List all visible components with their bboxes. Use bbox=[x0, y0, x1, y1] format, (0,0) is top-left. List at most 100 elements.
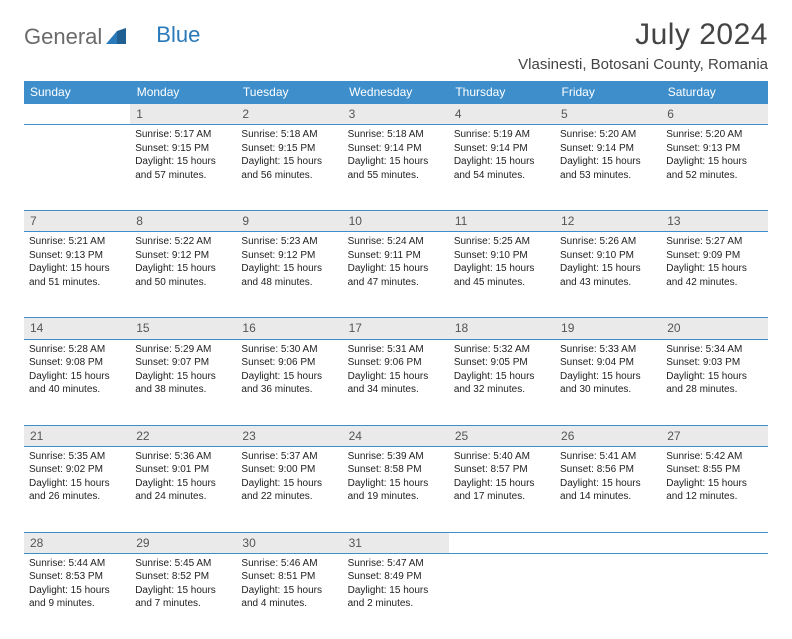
day-cell: Sunrise: 5:42 AMSunset: 8:55 PMDaylight:… bbox=[661, 446, 767, 532]
day-cell: Sunrise: 5:17 AMSunset: 9:15 PMDaylight:… bbox=[130, 125, 236, 211]
day-number: 22 bbox=[130, 425, 236, 446]
location-text: Vlasinesti, Botosani County, Romania bbox=[518, 56, 768, 73]
day-sunset: Sunset: 9:11 PM bbox=[348, 249, 444, 263]
day-day2: and 55 minutes. bbox=[348, 169, 444, 183]
day-sunrise: Sunrise: 5:33 AM bbox=[560, 343, 656, 357]
day-day1: Daylight: 15 hours bbox=[560, 155, 656, 169]
day-sunset: Sunset: 8:55 PM bbox=[666, 463, 762, 477]
day-sunrise: Sunrise: 5:47 AM bbox=[348, 557, 444, 571]
day-cell: Sunrise: 5:33 AMSunset: 9:04 PMDaylight:… bbox=[555, 339, 661, 425]
day-cell bbox=[24, 125, 130, 211]
day-sunrise: Sunrise: 5:18 AM bbox=[241, 128, 337, 142]
day-day1: Daylight: 15 hours bbox=[454, 155, 550, 169]
day-day2: and 53 minutes. bbox=[560, 169, 656, 183]
day-day2: and 28 minutes. bbox=[666, 383, 762, 397]
day-cell: Sunrise: 5:19 AMSunset: 9:14 PMDaylight:… bbox=[449, 125, 555, 211]
day-cell: Sunrise: 5:28 AMSunset: 9:08 PMDaylight:… bbox=[24, 339, 130, 425]
day-cell: Sunrise: 5:25 AMSunset: 9:10 PMDaylight:… bbox=[449, 232, 555, 318]
day-sunset: Sunset: 9:10 PM bbox=[454, 249, 550, 263]
day-day2: and 40 minutes. bbox=[29, 383, 125, 397]
day-sunrise: Sunrise: 5:45 AM bbox=[135, 557, 231, 571]
day-sunset: Sunset: 9:15 PM bbox=[241, 142, 337, 156]
day-day1: Daylight: 15 hours bbox=[241, 370, 337, 384]
day-sunset: Sunset: 8:56 PM bbox=[560, 463, 656, 477]
day-number: 21 bbox=[24, 425, 130, 446]
day-day1: Daylight: 15 hours bbox=[29, 370, 125, 384]
day-sunset: Sunset: 8:52 PM bbox=[135, 570, 231, 584]
day-cell: Sunrise: 5:37 AMSunset: 9:00 PMDaylight:… bbox=[236, 446, 342, 532]
day-number: 8 bbox=[130, 211, 236, 232]
day-day1: Daylight: 15 hours bbox=[348, 370, 444, 384]
day-day1: Daylight: 15 hours bbox=[29, 477, 125, 491]
weekday-header: Tuesday bbox=[236, 81, 342, 104]
day-day2: and 42 minutes. bbox=[666, 276, 762, 290]
day-cell bbox=[555, 553, 661, 639]
day-number: 30 bbox=[236, 532, 342, 553]
day-number: 1 bbox=[130, 104, 236, 125]
day-day1: Daylight: 15 hours bbox=[241, 155, 337, 169]
day-sunset: Sunset: 9:05 PM bbox=[454, 356, 550, 370]
day-sunset: Sunset: 9:12 PM bbox=[135, 249, 231, 263]
day-number: 26 bbox=[555, 425, 661, 446]
day-day2: and 12 minutes. bbox=[666, 490, 762, 504]
day-content-row: Sunrise: 5:21 AMSunset: 9:13 PMDaylight:… bbox=[24, 232, 768, 318]
day-sunset: Sunset: 8:58 PM bbox=[348, 463, 444, 477]
day-day1: Daylight: 15 hours bbox=[135, 584, 231, 598]
day-cell: Sunrise: 5:34 AMSunset: 9:03 PMDaylight:… bbox=[661, 339, 767, 425]
day-day2: and 30 minutes. bbox=[560, 383, 656, 397]
day-day2: and 17 minutes. bbox=[454, 490, 550, 504]
day-cell: Sunrise: 5:24 AMSunset: 9:11 PMDaylight:… bbox=[343, 232, 449, 318]
day-sunrise: Sunrise: 5:20 AM bbox=[560, 128, 656, 142]
day-day1: Daylight: 15 hours bbox=[560, 370, 656, 384]
day-day2: and 56 minutes. bbox=[241, 169, 337, 183]
day-number: 14 bbox=[24, 318, 130, 339]
day-number: 17 bbox=[343, 318, 449, 339]
day-day2: and 2 minutes. bbox=[348, 597, 444, 611]
logo-text-general: General bbox=[24, 24, 102, 50]
day-sunset: Sunset: 9:13 PM bbox=[29, 249, 125, 263]
day-sunset: Sunset: 9:02 PM bbox=[29, 463, 125, 477]
day-number: 10 bbox=[343, 211, 449, 232]
day-cell: Sunrise: 5:20 AMSunset: 9:13 PMDaylight:… bbox=[661, 125, 767, 211]
day-cell: Sunrise: 5:29 AMSunset: 9:07 PMDaylight:… bbox=[130, 339, 236, 425]
day-sunrise: Sunrise: 5:18 AM bbox=[348, 128, 444, 142]
day-day1: Daylight: 15 hours bbox=[348, 584, 444, 598]
day-sunrise: Sunrise: 5:25 AM bbox=[454, 235, 550, 249]
day-content-row: Sunrise: 5:17 AMSunset: 9:15 PMDaylight:… bbox=[24, 125, 768, 211]
day-day1: Daylight: 15 hours bbox=[135, 155, 231, 169]
day-sunset: Sunset: 9:00 PM bbox=[241, 463, 337, 477]
day-day1: Daylight: 15 hours bbox=[560, 262, 656, 276]
day-day1: Daylight: 15 hours bbox=[666, 370, 762, 384]
day-day1: Daylight: 15 hours bbox=[348, 262, 444, 276]
day-sunset: Sunset: 9:04 PM bbox=[560, 356, 656, 370]
day-number: 29 bbox=[130, 532, 236, 553]
day-day2: and 51 minutes. bbox=[29, 276, 125, 290]
day-sunset: Sunset: 8:49 PM bbox=[348, 570, 444, 584]
day-sunset: Sunset: 8:53 PM bbox=[29, 570, 125, 584]
day-day2: and 43 minutes. bbox=[560, 276, 656, 290]
day-cell: Sunrise: 5:41 AMSunset: 8:56 PMDaylight:… bbox=[555, 446, 661, 532]
day-sunrise: Sunrise: 5:26 AM bbox=[560, 235, 656, 249]
day-day1: Daylight: 15 hours bbox=[241, 584, 337, 598]
day-day2: and 48 minutes. bbox=[241, 276, 337, 290]
day-day2: and 57 minutes. bbox=[135, 169, 231, 183]
day-sunrise: Sunrise: 5:34 AM bbox=[666, 343, 762, 357]
day-day2: and 26 minutes. bbox=[29, 490, 125, 504]
day-sunset: Sunset: 9:09 PM bbox=[666, 249, 762, 263]
day-number bbox=[555, 532, 661, 553]
day-sunrise: Sunrise: 5:20 AM bbox=[666, 128, 762, 142]
day-number: 27 bbox=[661, 425, 767, 446]
day-cell: Sunrise: 5:39 AMSunset: 8:58 PMDaylight:… bbox=[343, 446, 449, 532]
day-sunset: Sunset: 9:01 PM bbox=[135, 463, 231, 477]
day-cell: Sunrise: 5:23 AMSunset: 9:12 PMDaylight:… bbox=[236, 232, 342, 318]
day-sunset: Sunset: 8:51 PM bbox=[241, 570, 337, 584]
weekday-header-row: Sunday Monday Tuesday Wednesday Thursday… bbox=[24, 81, 768, 104]
day-sunrise: Sunrise: 5:24 AM bbox=[348, 235, 444, 249]
day-sunrise: Sunrise: 5:31 AM bbox=[348, 343, 444, 357]
day-day1: Daylight: 15 hours bbox=[135, 477, 231, 491]
day-day2: and 54 minutes. bbox=[454, 169, 550, 183]
day-number-row: 14151617181920 bbox=[24, 318, 768, 339]
calendar-table: Sunday Monday Tuesday Wednesday Thursday… bbox=[24, 81, 768, 639]
day-number: 18 bbox=[449, 318, 555, 339]
day-cell bbox=[449, 553, 555, 639]
